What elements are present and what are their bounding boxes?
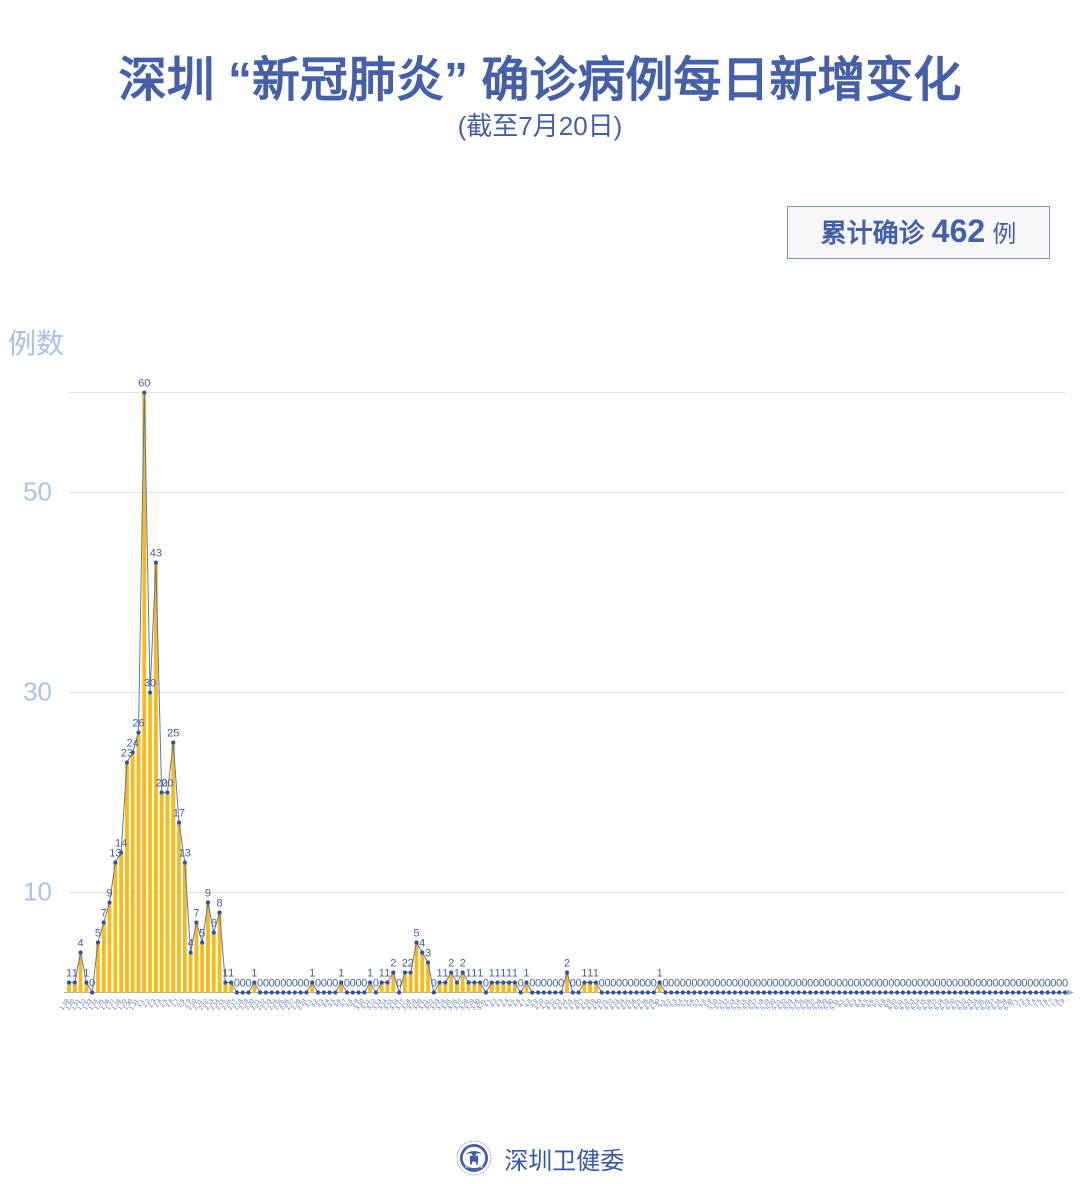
svg-text:30: 30 bbox=[144, 678, 156, 690]
svg-text:0: 0 bbox=[1062, 978, 1068, 990]
svg-text:0: 0 bbox=[558, 978, 564, 990]
svg-text:6: 6 bbox=[211, 918, 217, 930]
svg-text:13: 13 bbox=[179, 848, 191, 860]
svg-text:25: 25 bbox=[167, 728, 179, 740]
svg-text:8: 8 bbox=[216, 898, 222, 910]
svg-text:14: 14 bbox=[115, 838, 127, 850]
svg-text:26: 26 bbox=[132, 718, 144, 730]
svg-text:4: 4 bbox=[78, 938, 84, 950]
svg-text:7: 7 bbox=[101, 908, 107, 920]
svg-text:0: 0 bbox=[396, 978, 402, 990]
svg-text:24: 24 bbox=[127, 738, 139, 750]
svg-text:10: 10 bbox=[23, 877, 52, 907]
svg-text:3: 3 bbox=[425, 948, 431, 960]
svg-text:50: 50 bbox=[23, 477, 52, 507]
svg-text:5: 5 bbox=[95, 928, 101, 940]
svg-text:1: 1 bbox=[72, 968, 78, 980]
svg-text:20: 20 bbox=[161, 778, 173, 790]
svg-text:2: 2 bbox=[564, 958, 570, 970]
svg-text:30: 30 bbox=[23, 677, 52, 707]
svg-text:0: 0 bbox=[89, 978, 95, 990]
svg-text:7: 7 bbox=[193, 908, 199, 920]
svg-text:4: 4 bbox=[188, 938, 194, 950]
svg-text:7.9: 7.9 bbox=[1057, 998, 1067, 1009]
svg-text:9: 9 bbox=[106, 888, 112, 900]
svg-text:60: 60 bbox=[138, 378, 150, 390]
svg-text:17: 17 bbox=[173, 808, 185, 820]
svg-text:2: 2 bbox=[390, 958, 396, 970]
svg-text:9: 9 bbox=[205, 888, 211, 900]
svg-text:43: 43 bbox=[150, 548, 162, 560]
svg-text:深圳卫健委: 深圳卫健委 bbox=[464, 1163, 483, 1168]
svg-text:2: 2 bbox=[408, 958, 414, 970]
svg-text:5: 5 bbox=[199, 928, 205, 940]
